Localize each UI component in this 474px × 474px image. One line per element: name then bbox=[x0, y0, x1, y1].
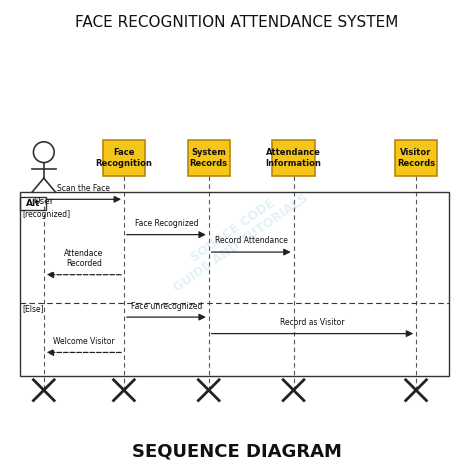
Text: SOURCE CODE
GUIDE AND TUTORIALS: SOURCE CODE GUIDE AND TUTORIALS bbox=[163, 179, 311, 295]
Text: Visitor
Records: Visitor Records bbox=[397, 148, 435, 168]
Bar bbox=[20, 197, 46, 210]
FancyBboxPatch shape bbox=[103, 140, 145, 176]
FancyBboxPatch shape bbox=[273, 140, 315, 176]
Text: System
Records: System Records bbox=[190, 148, 228, 168]
Text: Face
Recognition: Face Recognition bbox=[95, 148, 152, 168]
Text: Record Attendance: Record Attendance bbox=[215, 237, 288, 246]
Text: Record as Visitor: Record as Visitor bbox=[280, 318, 345, 327]
Text: Welcome Visitor: Welcome Visitor bbox=[53, 337, 115, 346]
Text: SEQUENCE DIAGRAM: SEQUENCE DIAGRAM bbox=[132, 442, 342, 460]
Text: Alt: Alt bbox=[26, 199, 40, 208]
Text: [Else]: [Else] bbox=[23, 304, 44, 313]
Bar bbox=[20, 192, 449, 376]
FancyBboxPatch shape bbox=[395, 140, 438, 176]
Text: Face unrecognized: Face unrecognized bbox=[131, 301, 202, 310]
Text: User: User bbox=[34, 197, 54, 206]
Text: Attendace
Recorded: Attendace Recorded bbox=[64, 249, 103, 268]
Text: [recognized]: [recognized] bbox=[23, 210, 71, 219]
FancyBboxPatch shape bbox=[188, 140, 230, 176]
Text: FACE RECOGNITION ATTENDANCE SYSTEM: FACE RECOGNITION ATTENDANCE SYSTEM bbox=[75, 15, 399, 30]
Text: Scan the Face: Scan the Face bbox=[57, 184, 110, 193]
Text: Attendance
Information: Attendance Information bbox=[265, 148, 321, 168]
Text: Face Recognized: Face Recognized bbox=[135, 219, 198, 228]
